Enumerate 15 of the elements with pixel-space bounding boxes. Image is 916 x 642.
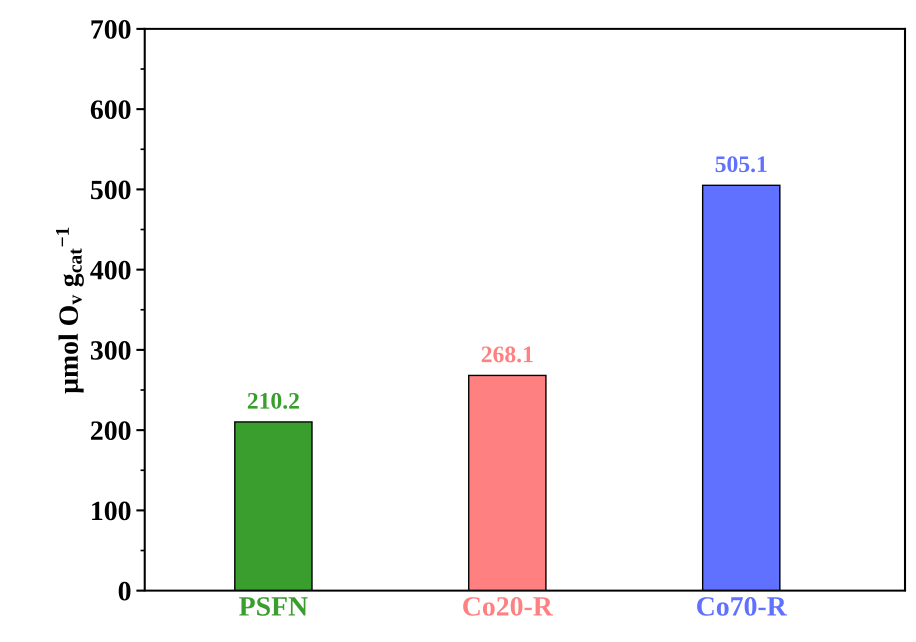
x-tick-label: PSFN <box>239 597 308 616</box>
data-label: 210.2 <box>248 392 299 409</box>
y-tick-label: 300 <box>90 341 130 360</box>
y-tick-label: 0 <box>118 582 130 601</box>
y-tick-label: 700 <box>91 20 130 39</box>
data-label: 505.1 <box>716 156 767 172</box>
x-tick-label: Co70-R <box>697 597 788 616</box>
y-tick-label: 600 <box>90 100 130 120</box>
y-tick-label: 100 <box>92 502 130 520</box>
y-tick-label: 500 <box>90 180 130 200</box>
data-label: 268.1 <box>482 346 533 362</box>
y-tick-label: 400 <box>90 260 130 280</box>
y-axis-title: μmol O$_{v}$ g$_{cat}$$^{−1}$ <box>56 228 84 394</box>
x-tick-label: Co20-R <box>463 597 554 616</box>
y-tick-label: 200 <box>91 421 130 440</box>
